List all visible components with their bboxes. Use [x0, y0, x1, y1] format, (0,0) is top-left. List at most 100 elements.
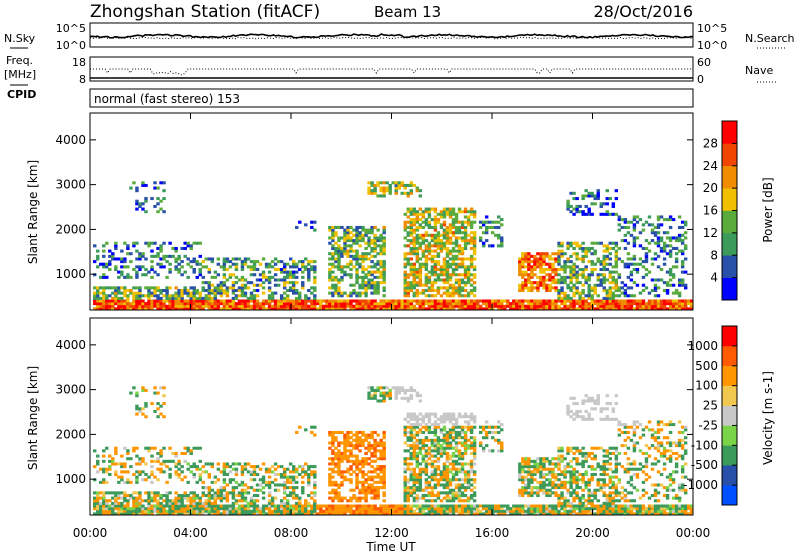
heatmap-cell — [355, 294, 359, 298]
heatmap-cell — [276, 483, 281, 487]
heatmap-cell — [222, 465, 227, 469]
heatmap-cell — [418, 496, 423, 500]
heatmap-cell — [575, 281, 579, 285]
heatmap-cell — [141, 457, 145, 461]
heatmap-cell — [457, 449, 462, 453]
heatmap-cell — [165, 512, 169, 516]
heatmap-cell — [415, 210, 420, 214]
heatmap-cell — [132, 496, 136, 500]
heatmap-cell — [96, 459, 100, 463]
heatmap-cell — [647, 249, 652, 253]
heatmap-cell — [132, 499, 136, 503]
heatmap-cell — [539, 267, 543, 271]
heatmap-cell — [590, 267, 594, 271]
heatmap-cell — [436, 291, 441, 295]
heatmap-cell — [222, 257, 227, 261]
heatmap-cell — [439, 267, 444, 271]
heatmap-cell — [132, 244, 136, 248]
heatmap-cell — [177, 501, 181, 505]
heatmap-cell — [295, 501, 299, 505]
heatmap-cell — [599, 283, 603, 287]
heatmap-cell — [433, 210, 438, 214]
heatmap-cell — [581, 197, 585, 201]
heatmap-cell — [460, 223, 465, 227]
heatmap-cell — [442, 267, 447, 271]
heatmap-cell — [596, 273, 600, 277]
heatmap-cell — [466, 425, 471, 429]
heatmap-cell — [276, 260, 281, 264]
heatmap-cell — [267, 275, 272, 279]
heatmap-cell — [141, 407, 145, 411]
heatmap-cell — [267, 509, 272, 513]
heatmap-cell — [358, 302, 362, 306]
heatmap-cell — [231, 504, 236, 508]
heatmap-cell — [430, 207, 435, 211]
heatmap-cell — [222, 507, 227, 511]
heatmap-cell — [361, 252, 365, 256]
heatmap-cell — [457, 257, 462, 261]
heatmap-cell — [231, 493, 236, 498]
heatmap-cell — [228, 304, 233, 308]
heatmap-cell — [620, 302, 625, 306]
heatmap-cell — [138, 493, 142, 498]
heatmap-cell — [304, 499, 308, 503]
heatmap-cell — [430, 283, 435, 287]
heatmap-cell — [310, 265, 314, 269]
heatmap-cell — [340, 291, 344, 295]
heatmap-cell — [448, 430, 453, 434]
heatmap-cell — [334, 288, 338, 293]
heatmap-cell — [328, 462, 332, 466]
heatmap-cell — [132, 241, 136, 245]
heatmap-cell — [668, 270, 673, 274]
heatmap-cell — [677, 291, 682, 295]
heatmap-cell — [337, 491, 341, 495]
heatmap-cell — [301, 488, 305, 492]
heatmap-cell — [412, 457, 417, 461]
heatmap-cell — [198, 294, 202, 298]
heatmap-cell — [183, 475, 187, 479]
heatmap-cell — [421, 299, 426, 303]
heatmap-cell — [279, 302, 284, 306]
heatmap-cell — [237, 307, 242, 311]
heatmap-cell — [412, 470, 417, 474]
heatmap-cell — [367, 231, 371, 235]
heatmap-cell — [276, 509, 281, 513]
freq-trace — [90, 68, 693, 79]
heatmap-cell — [258, 507, 263, 511]
heatmap-cell — [439, 428, 444, 432]
heatmap-cell — [331, 239, 335, 243]
heatmap-cell — [135, 512, 139, 516]
heatmap-cell — [412, 270, 417, 274]
heatmap-cell — [295, 302, 299, 306]
heatmap-cell — [674, 288, 679, 293]
heatmap-cell — [445, 291, 450, 295]
heatmap-cell — [228, 491, 233, 495]
heatmap-cell — [629, 304, 634, 308]
heatmap-cell — [397, 512, 401, 516]
heatmap-cell — [180, 265, 184, 269]
heatmap-cell — [150, 286, 154, 290]
heatmap-cell — [436, 467, 441, 471]
heatmap-cell — [463, 438, 468, 442]
heatmap-cell — [111, 302, 115, 306]
heatmap-cell — [340, 507, 344, 511]
heatmap-cell — [590, 294, 594, 298]
heatmap-cell — [448, 239, 453, 243]
heatmap-cell — [442, 512, 447, 516]
heatmap-cell — [349, 441, 353, 445]
heatmap-cell — [328, 257, 332, 261]
heatmap-cell — [445, 207, 450, 211]
heatmap-cell — [403, 391, 407, 395]
heatmap-cell — [457, 288, 462, 293]
heatmap-cell — [282, 291, 287, 295]
heatmap-cell — [433, 278, 438, 282]
heatmap-cell — [298, 499, 302, 503]
heatmap-cell — [466, 210, 471, 214]
heatmap-cell — [370, 304, 374, 308]
heatmap-cell — [605, 296, 609, 300]
heatmap-cell — [427, 249, 432, 253]
heatmap-cell — [126, 299, 130, 303]
heatmap-cell — [602, 202, 606, 206]
heatmap-cell — [689, 304, 694, 308]
heatmap-cell — [370, 246, 374, 250]
